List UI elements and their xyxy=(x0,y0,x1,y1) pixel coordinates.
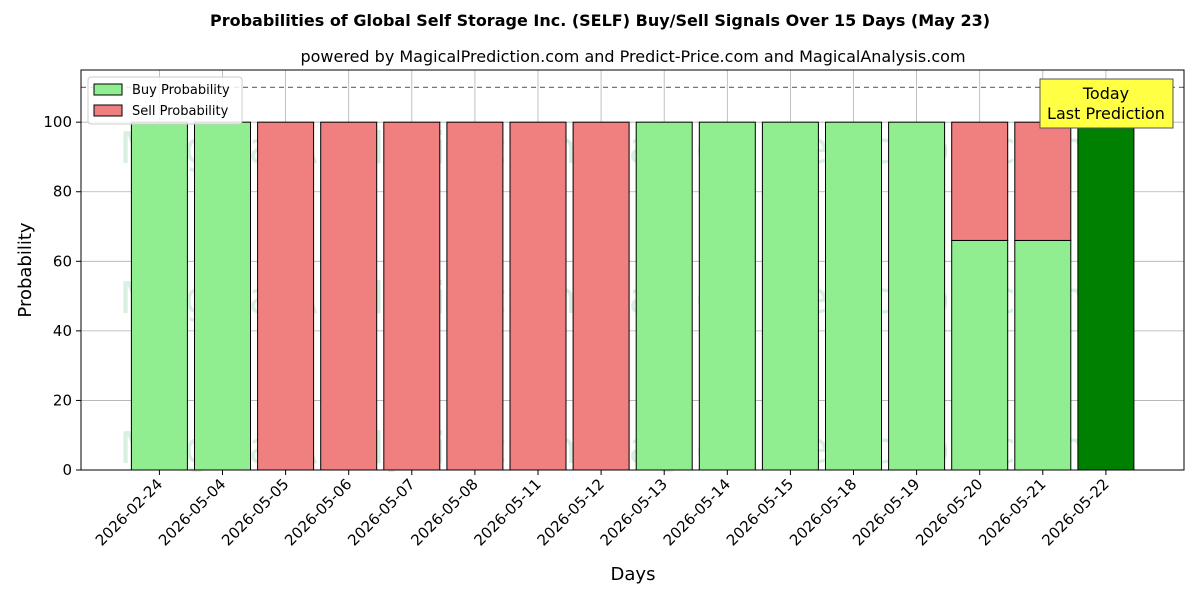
sell-bar xyxy=(320,121,378,471)
legend-label: Buy Probability xyxy=(132,83,230,98)
x-tick-label: 2026-05-13 xyxy=(597,475,671,549)
buy-bar xyxy=(635,121,693,471)
x-tick-label: 2026-05-06 xyxy=(281,475,355,549)
x-tick-label: 2026-05-14 xyxy=(660,475,734,549)
x-tick-label: 2026-05-18 xyxy=(786,475,860,549)
buy-bar xyxy=(888,121,946,471)
today-annotation-line: Today xyxy=(1082,84,1129,103)
x-tick-label: 2026-05-21 xyxy=(975,475,1049,549)
y-tick-label: 20 xyxy=(53,391,72,409)
x-tick-label: 2026-05-04 xyxy=(155,475,229,549)
legend-swatch xyxy=(93,83,123,96)
x-tick-label: 2026-05-07 xyxy=(344,475,418,549)
buy-bar xyxy=(951,239,1009,471)
x-tick-label: 2026-05-05 xyxy=(218,475,292,549)
buy-bar xyxy=(1077,121,1135,471)
sell-bar xyxy=(1014,121,1072,241)
legend-frame xyxy=(87,76,243,125)
buy-bar xyxy=(761,121,819,471)
y-tick-label: 100 xyxy=(43,113,72,131)
sell-bar xyxy=(446,121,504,471)
x-axis-label: Days xyxy=(611,564,656,585)
today-box-frame xyxy=(1039,78,1174,129)
sell-bar xyxy=(383,121,441,471)
y-tick-label: 80 xyxy=(53,183,72,201)
y-tick-label: 60 xyxy=(53,252,72,270)
legend-label: Sell Probability xyxy=(132,104,229,119)
chart-title: Probabilities of Global Self Storage Inc… xyxy=(210,11,990,30)
legend: Buy Probability Sell Probability xyxy=(87,76,243,125)
y-axis-ticks: 0 20 40 60 80 100 xyxy=(43,113,81,479)
plot-frame xyxy=(80,69,1185,471)
sell-bar xyxy=(509,121,567,471)
sell-bar xyxy=(257,121,315,471)
x-tick-label: 2026-05-15 xyxy=(723,475,797,549)
y-tick-label: 40 xyxy=(53,322,72,340)
buy-bar xyxy=(194,121,251,471)
x-tick-label: 2026-05-19 xyxy=(849,475,923,549)
x-tick-label: 2026-05-22 xyxy=(1038,475,1112,549)
chart-subtitle: powered by MagicalPrediction.com and Pre… xyxy=(300,47,965,66)
sell-bar xyxy=(951,121,1009,241)
buy-bar xyxy=(825,121,882,471)
legend-swatch xyxy=(93,104,123,117)
y-axis-label: Probability xyxy=(15,222,36,317)
x-tick-label: 2026-02-24 xyxy=(92,475,166,549)
today-annotation-line: Last Prediction xyxy=(1047,104,1165,123)
y-tick-label: 0 xyxy=(62,461,72,479)
x-tick-label: 2026-05-20 xyxy=(912,475,986,549)
buy-bar xyxy=(698,121,756,471)
buy-bar xyxy=(130,121,188,471)
bars xyxy=(130,121,1135,471)
x-tick-label: 2026-05-12 xyxy=(534,475,608,549)
x-axis-ticks: 2026-02-242026-05-042026-05-052026-05-06… xyxy=(92,470,1113,549)
x-tick-label: 2026-05-08 xyxy=(407,475,481,549)
sell-bar xyxy=(572,121,630,471)
x-tick-label: 2026-05-11 xyxy=(470,475,544,549)
buy-bar xyxy=(1014,239,1072,471)
